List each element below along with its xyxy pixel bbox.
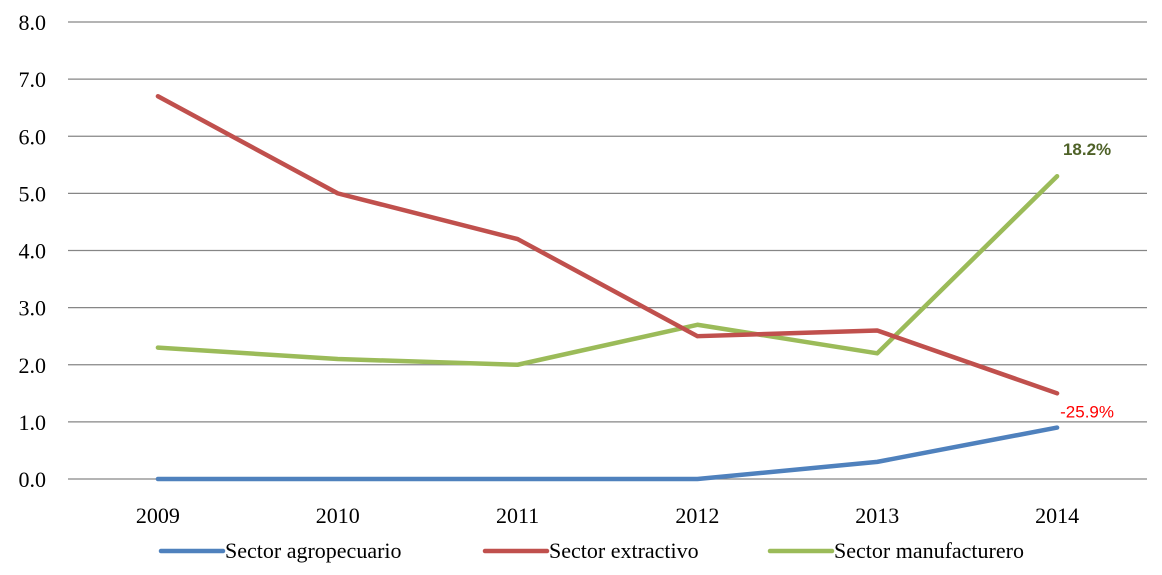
y-tick-label: 5.0 [19, 181, 47, 206]
x-tick-label: 2013 [855, 503, 899, 528]
series-line-sector-extractivo [158, 96, 1057, 393]
y-tick-label: 3.0 [19, 296, 47, 321]
x-tick-label: 2009 [136, 503, 180, 528]
series-line-sector-agropecuario [158, 428, 1057, 479]
x-tick-label: 2012 [675, 503, 719, 528]
legend: Sector agropecuario Sector extractivo Sect… [161, 538, 1024, 563]
y-tick-label: 0.0 [19, 467, 47, 492]
x-tick-label: 2010 [316, 503, 360, 528]
y-tick-label: 6.0 [19, 124, 47, 149]
legend-label: Sector manufacturero [834, 538, 1024, 563]
series-line-sector-manufacturero [158, 176, 1057, 365]
data-labels: 18.2% -25.9% [1060, 140, 1114, 421]
data-label: 18.2% [1063, 140, 1111, 159]
y-axis-ticks: 0.0 1.0 2.0 3.0 4.0 5.0 6.0 7.0 8.0 [19, 10, 47, 492]
legend-label: Sector extractivo [549, 538, 699, 563]
x-axis-ticks: 2009 2010 2011 2012 2013 2014 [136, 503, 1079, 528]
y-tick-label: 4.0 [19, 239, 47, 264]
y-tick-label: 8.0 [19, 10, 47, 35]
data-label: -25.9% [1060, 402, 1114, 421]
x-tick-label: 2011 [496, 503, 539, 528]
y-tick-label: 7.0 [19, 67, 47, 92]
x-tick-label: 2014 [1035, 503, 1079, 528]
legend-label: Sector agropecuario [225, 538, 402, 563]
y-tick-label: 1.0 [19, 410, 47, 435]
y-tick-label: 2.0 [19, 353, 47, 378]
gridlines [68, 22, 1147, 479]
